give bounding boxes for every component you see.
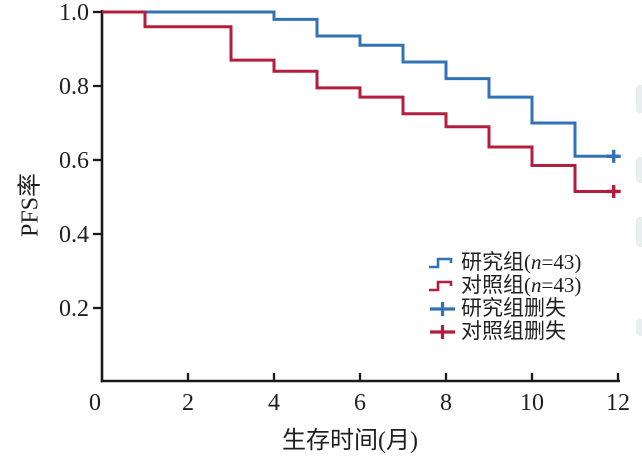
censor-marker-0 [606, 149, 621, 163]
legend-item-0: 研究组(n=43) [428, 251, 581, 274]
edge-pill [636, 217, 642, 247]
censor-marker-1 [606, 184, 621, 198]
legend-item-1: 对照组(n=43) [428, 274, 581, 297]
edge-pill [636, 157, 642, 183]
edge-pill [636, 85, 642, 113]
legend-step-icon [429, 257, 453, 268]
y-tick-label: 0.2 [59, 296, 89, 322]
series-curve-0 [102, 10, 618, 158]
legend-item-3: 对照组删失 [428, 320, 581, 343]
ticks [93, 10, 620, 381]
legend: 研究组(n=43) 对照组(n=43) 研究组删失 对照组删失 [428, 251, 581, 343]
y-tick-label: 0.8 [59, 74, 89, 100]
x-tick-label: 12 [606, 390, 630, 416]
x-tick-label: 4 [268, 390, 280, 416]
x-tick-label: 6 [354, 390, 366, 416]
legend-label: 对照组删失 [461, 319, 566, 343]
tick-labels: 0 2 4 6 8 10 12 0.2 0.4 0.6 0.8 1.0 [59, 0, 630, 416]
legend-step-icon [429, 280, 453, 291]
y-tick-label: 0.6 [59, 148, 89, 174]
legend-censor-icon [430, 301, 455, 316]
x-tick-label: 8 [440, 390, 452, 416]
legend-label: 研究组删失 [461, 296, 566, 320]
x-tick-label: 0 [89, 390, 101, 416]
x-tick-label: 2 [182, 390, 194, 416]
y-axis-title: PFS率 [17, 172, 44, 238]
edge-pill [636, 319, 642, 336]
legend-item-2: 研究组删失 [428, 297, 581, 320]
legend-censor-icon [430, 324, 455, 339]
legend-label: 对照组(n=43) [461, 273, 582, 297]
y-tick-label: 0.4 [59, 222, 89, 248]
legend-label: 研究组(n=43) [461, 250, 582, 274]
series-curve-1 [102, 10, 618, 193]
x-axis-title: 生存时间(月) [282, 428, 418, 454]
y-tick-label: 1.0 [59, 0, 89, 26]
x-tick-label: 10 [520, 390, 544, 416]
